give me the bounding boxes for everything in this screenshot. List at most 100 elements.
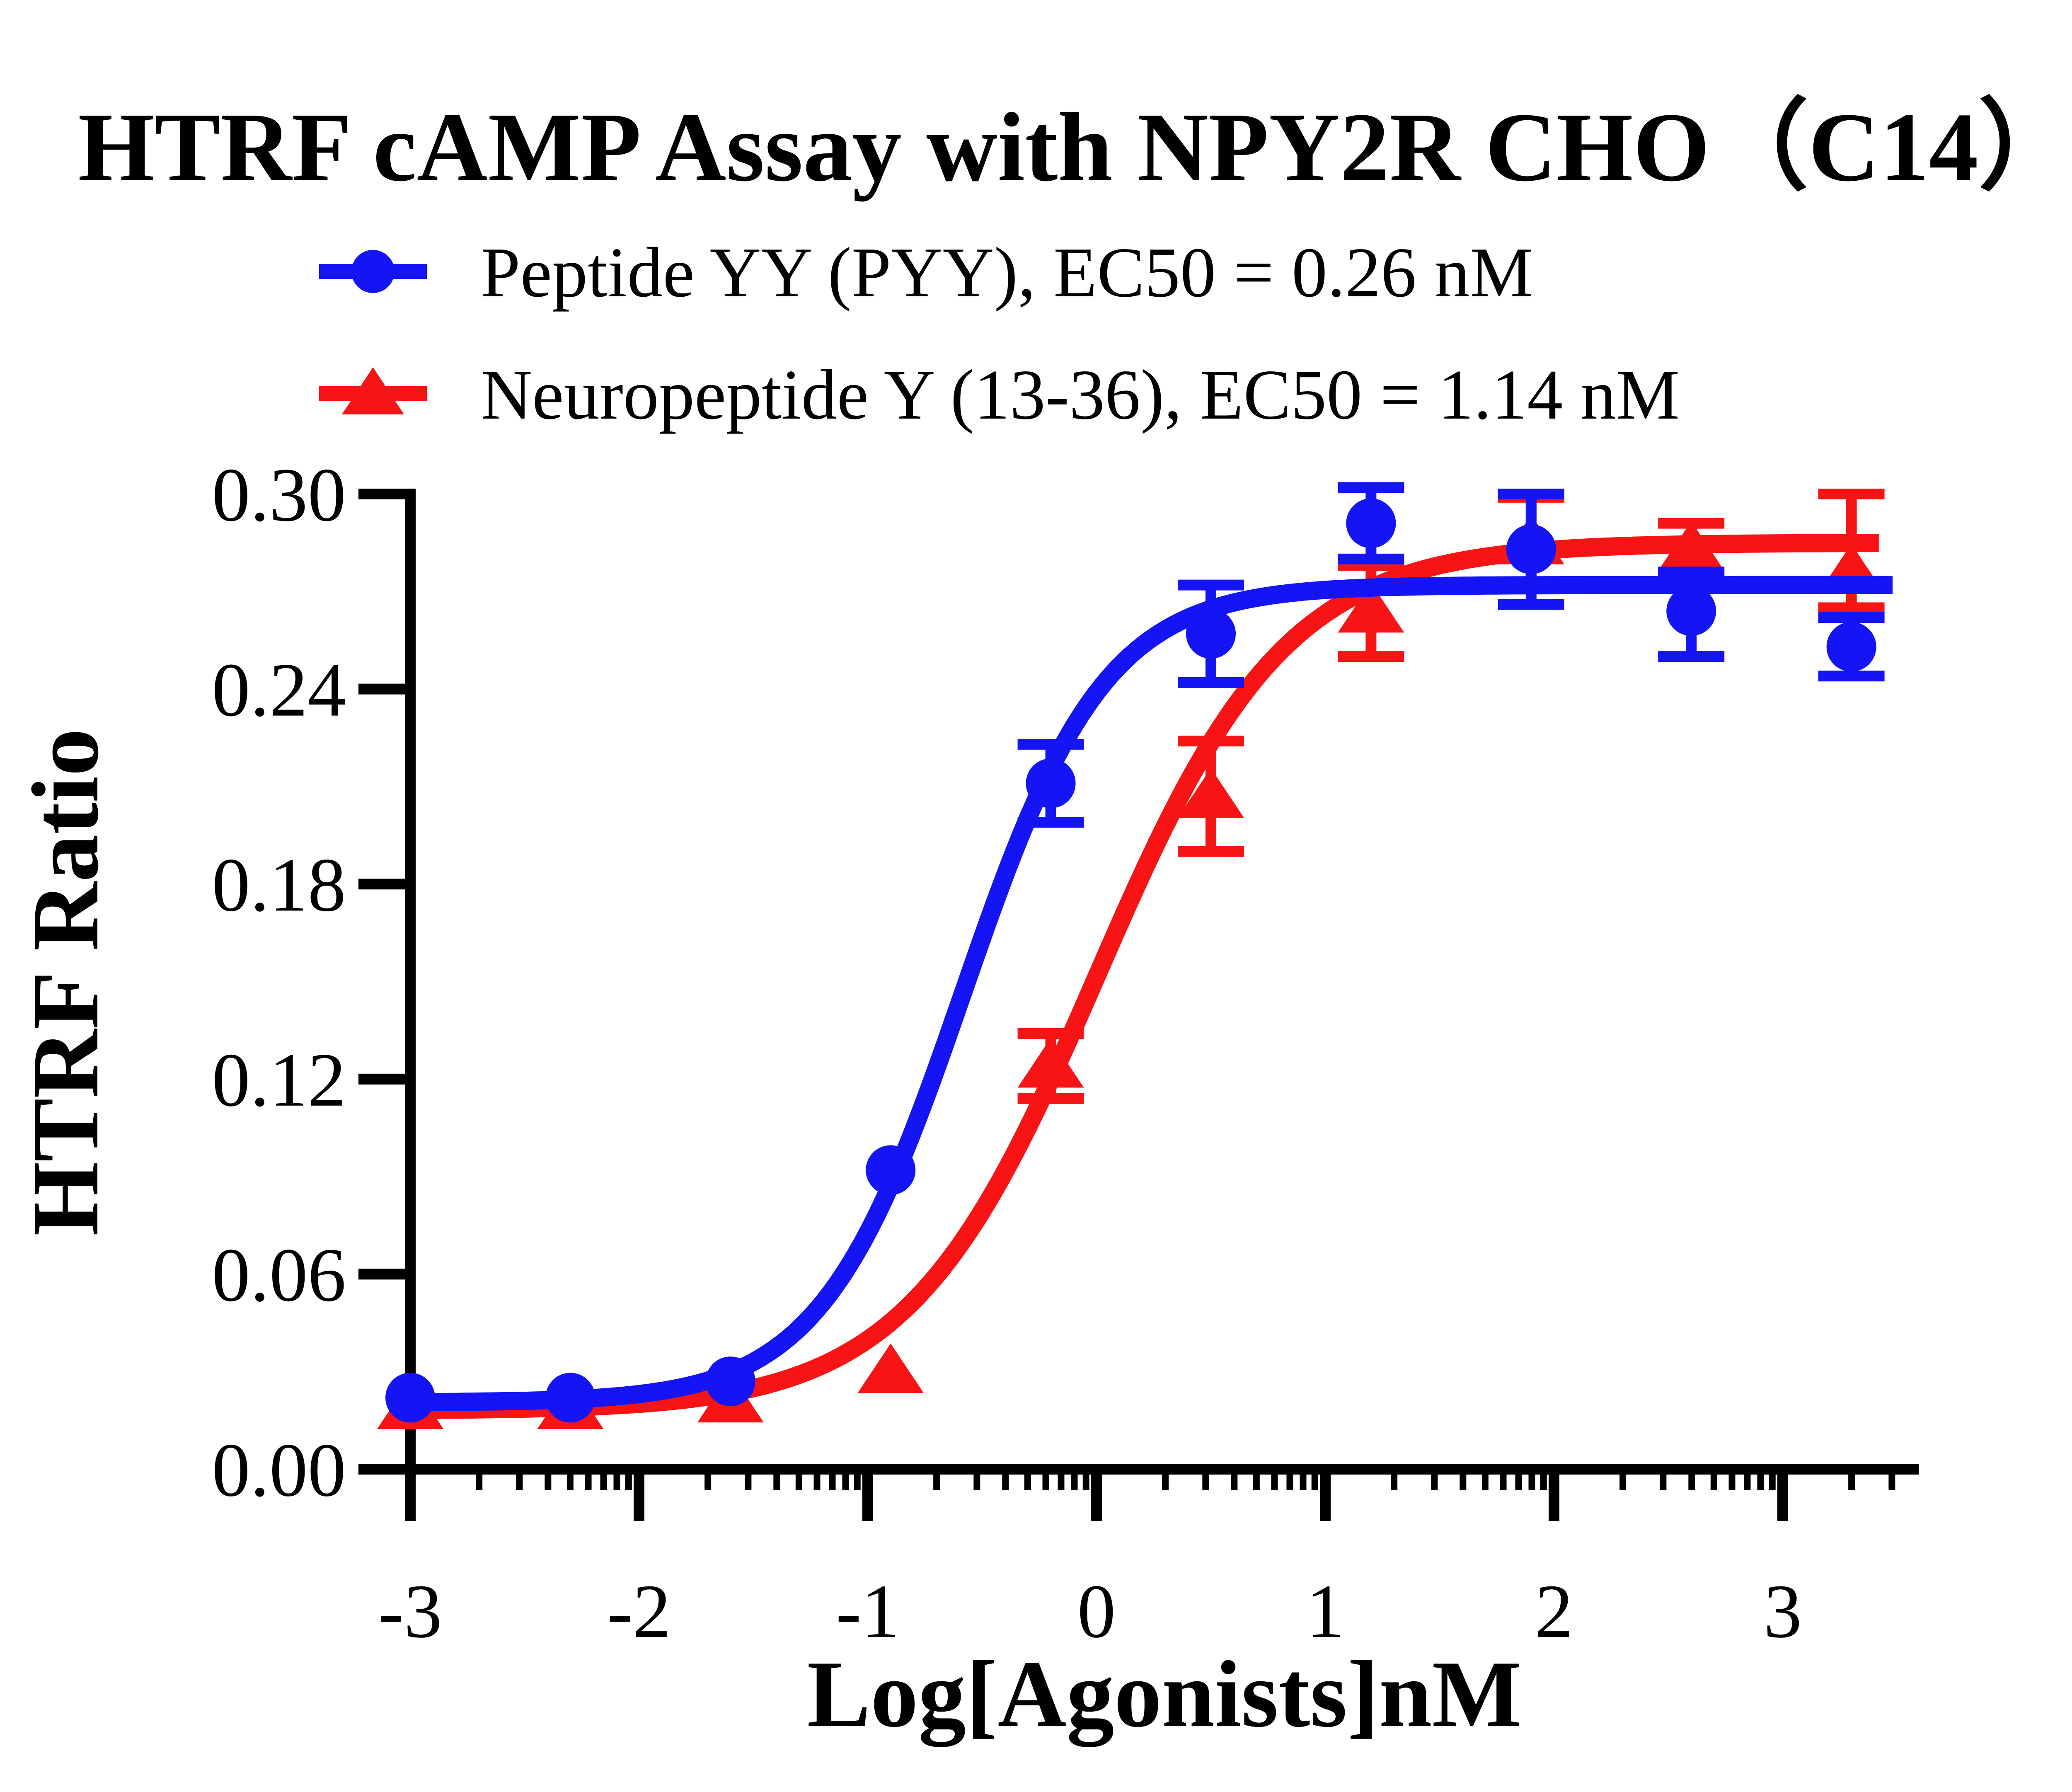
x-axis-minor-tick (842, 1475, 849, 1490)
chart-title: HTRF cAMP Assay with NPY2R CHO（C14） (78, 93, 2072, 202)
x-tick-label: 2 (1535, 1569, 1573, 1654)
legend-marker-triangle (342, 367, 404, 414)
x-axis-minor-tick (1082, 1475, 1089, 1490)
x-axis-minor-tick (795, 1475, 802, 1490)
x-axis-minor-tick (773, 1475, 780, 1490)
x-axis-minor-tick (973, 1475, 980, 1490)
y-axis-tick (358, 1269, 405, 1280)
x-axis-minor-tick (1391, 1475, 1398, 1490)
data-point-circle (1346, 498, 1396, 548)
x-axis-minor-tick (1431, 1475, 1438, 1490)
x-axis-tick (405, 1475, 416, 1521)
legend-markers (319, 250, 427, 414)
x-axis-minor-tick (1042, 1475, 1049, 1490)
x-axis-minor-tick (1253, 1475, 1260, 1490)
data-point-triangle (1017, 1038, 1084, 1088)
x-axis-minor-tick (745, 1475, 752, 1490)
data-point-triangle (857, 1343, 924, 1393)
y-axis-tick (358, 489, 405, 499)
x-tick-label: -1 (836, 1569, 900, 1654)
x-axis-minor-tick (1757, 1475, 1764, 1490)
x-axis-minor-tick (1528, 1475, 1535, 1490)
x-axis-minor-tick (476, 1475, 483, 1490)
data-point-triangle (1338, 583, 1404, 633)
x-axis-tick (1777, 1475, 1788, 1521)
x-axis-minor-tick (1162, 1475, 1169, 1490)
data-point-circle (705, 1356, 755, 1407)
data-point-circle (866, 1145, 916, 1195)
legend-label-npy13-36: Neuropeptide Y (13-36), EC50 = 1.14 nM (481, 356, 1680, 434)
x-axis-minor-tick (1688, 1475, 1695, 1490)
x-axis-minor-tick (1058, 1475, 1065, 1490)
data-point-circle (1666, 586, 1716, 636)
y-axis-line (405, 489, 416, 1475)
y-tick-label: 0.30 (212, 453, 346, 538)
x-axis-minor-tick (625, 1475, 632, 1490)
x-axis-minor-tick (1744, 1475, 1751, 1490)
x-axis-minor-tick (1231, 1475, 1238, 1490)
x-axis-minor-tick (1619, 1475, 1627, 1490)
x-axis-tick (1320, 1475, 1331, 1521)
x-axis-minor-tick (1660, 1475, 1667, 1490)
series-npy13-36 (377, 489, 1885, 1429)
x-axis-label: Log[Agonists]nM (807, 1641, 1522, 1747)
x-tick-label: 3 (1764, 1569, 1802, 1654)
x-axis-tick (1549, 1475, 1559, 1521)
legend-marker-circle (351, 250, 395, 293)
x-axis-minor-tick (1024, 1475, 1031, 1490)
x-axis-minor-tick (1311, 1475, 1318, 1490)
y-tick-label: 0.24 (212, 648, 346, 733)
x-axis-minor-tick (1848, 1475, 1855, 1490)
data-point-circle (1186, 609, 1236, 659)
x-axis-minor-tick (585, 1475, 592, 1490)
x-axis-minor-tick (1071, 1475, 1078, 1490)
fit-curve (408, 576, 1895, 1412)
y-axis-label: HTRF Ratio (12, 729, 118, 1236)
x-axis-minor-tick (516, 1475, 523, 1490)
data-point-circle (1826, 622, 1876, 672)
x-axis-minor-tick (829, 1475, 836, 1490)
y-axis-tick (358, 879, 405, 890)
x-axis-minor-tick (1540, 1475, 1547, 1490)
legend: Peptide YY (PYY), EC50 = 0.26 nM Neurope… (319, 233, 1680, 434)
x-axis-minor-tick (600, 1475, 607, 1490)
x-axis-minor-tick (1500, 1475, 1507, 1490)
x-axis-minor-tick (1286, 1475, 1293, 1490)
x-tick-label: 0 (1077, 1569, 1116, 1654)
x-tick-label: -2 (607, 1569, 671, 1654)
x-axis-tick (1091, 1475, 1102, 1521)
axes: 0.00 0.06 0.12 0.18 0.24 0.30 -3 -2 -1 0 1 2 3 (212, 453, 1919, 1654)
y-axis-tick (358, 683, 405, 695)
x-axis-tick (634, 1475, 644, 1521)
y-tick-label: 0.12 (212, 1038, 346, 1123)
x-axis-minor-tick (1710, 1475, 1717, 1490)
x-axis-minor-tick (1769, 1475, 1776, 1490)
x-axis-minor-tick (704, 1475, 712, 1490)
x-axis-minor-tick (1271, 1475, 1278, 1490)
x-axis-minor-tick (1460, 1475, 1467, 1490)
y-tick-label: 0.18 (212, 843, 346, 927)
fit-curve (408, 534, 1881, 1419)
y-tick-label: 0.00 (212, 1428, 346, 1513)
x-axis-minor-tick (933, 1475, 940, 1490)
x-axis-minor-tick (1515, 1475, 1522, 1490)
x-axis-minor-tick (1202, 1475, 1209, 1490)
x-axis-minor-tick (545, 1475, 552, 1490)
y-axis-tick (358, 1073, 405, 1085)
data-point-circle (1506, 524, 1556, 574)
legend-label-pyy: Peptide YY (PYY), EC50 = 0.26 nM (481, 233, 1533, 312)
data-point-triangle (1658, 521, 1725, 571)
x-axis-minor-tick (566, 1475, 574, 1490)
x-tick-label: -3 (378, 1569, 442, 1654)
x-axis-minor-tick (1002, 1475, 1009, 1490)
x-axis-minor-tick (1481, 1475, 1489, 1490)
x-axis-minor-tick (1300, 1475, 1307, 1490)
data-point-triangle (1178, 768, 1244, 818)
data-point-circle (545, 1373, 595, 1423)
x-tick-label: 1 (1306, 1569, 1345, 1654)
x-axis-minor-tick (813, 1475, 821, 1490)
series-pyy (385, 482, 1895, 1423)
x-axis-minor-tick (1888, 1475, 1895, 1490)
data-point-circle (1026, 758, 1076, 809)
